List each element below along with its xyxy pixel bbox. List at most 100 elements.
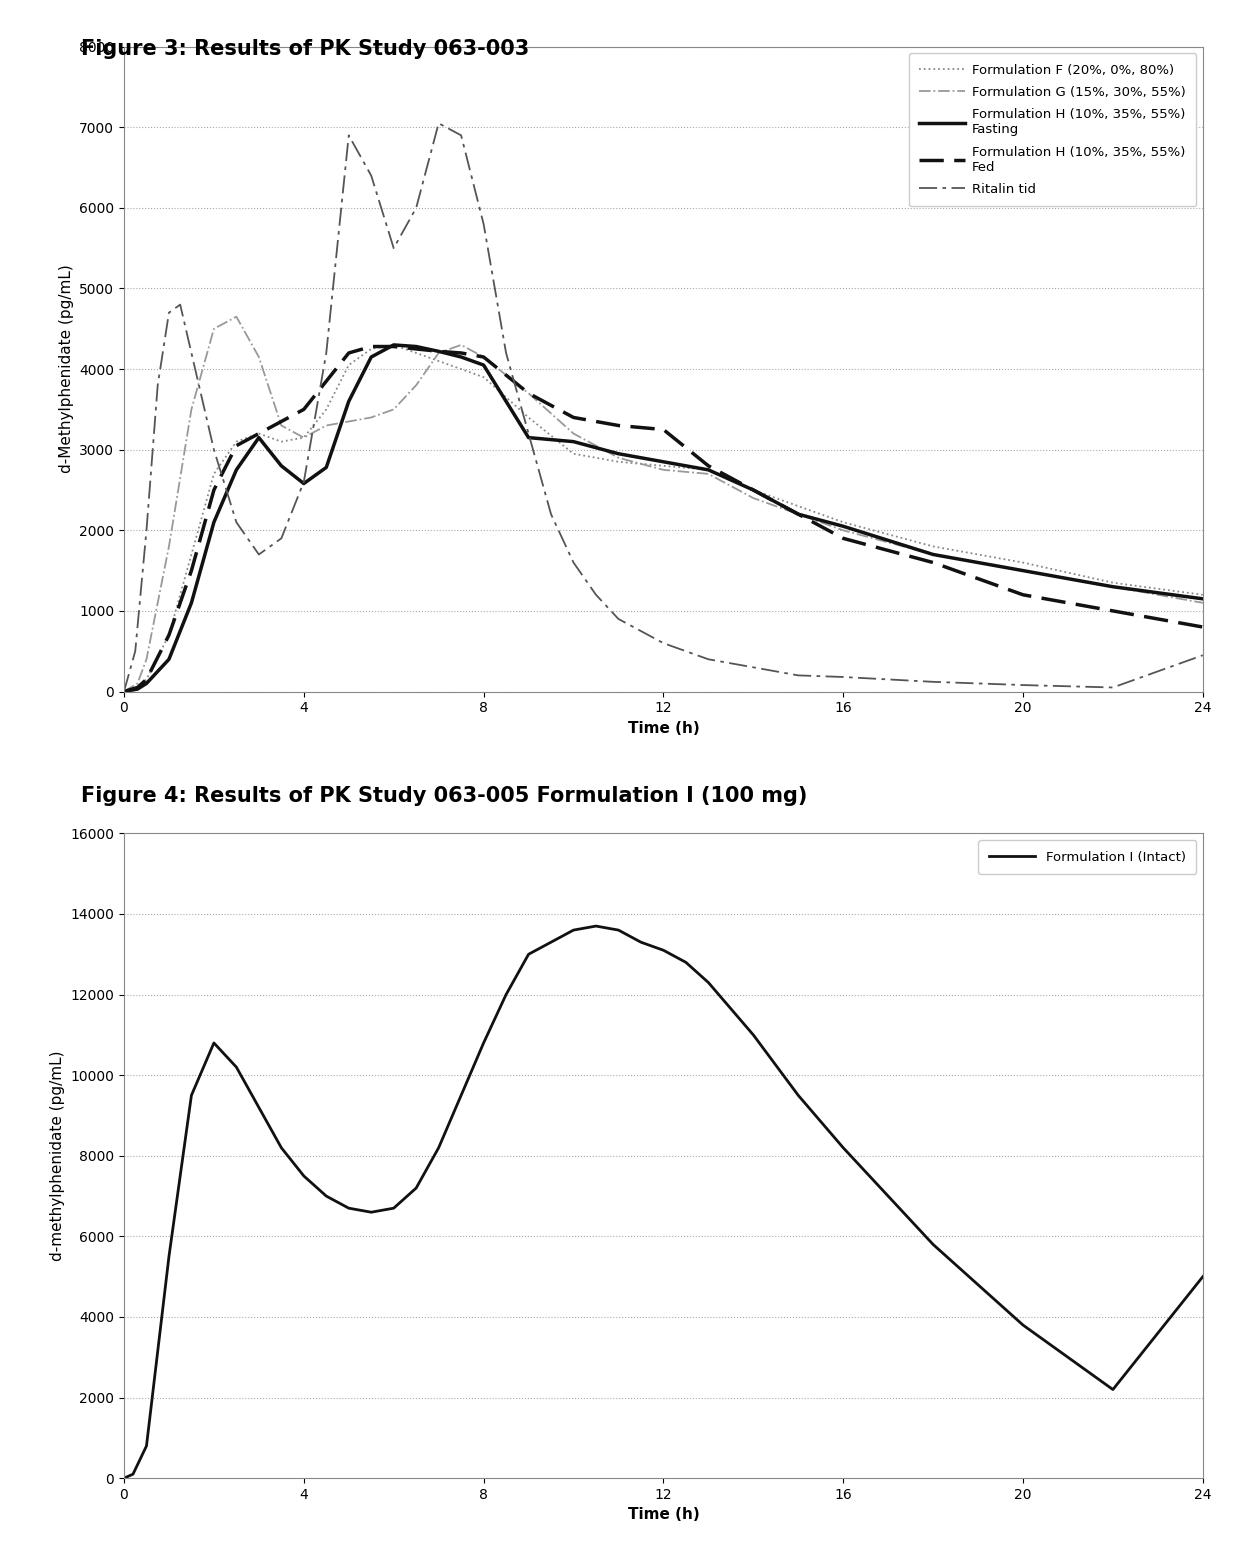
Formulation H (10%, 35%, 55%)
Fasting — [296, 475, 311, 493]
Formulation G (15%, 30%, 55%) — [409, 377, 424, 395]
Formulation H (10%, 35%, 55%)
Fed — [476, 347, 491, 366]
Ritalin tid — [229, 513, 244, 532]
Formulation I (Intact) — [791, 1086, 806, 1105]
Formulation F (20%, 0%, 80%) — [521, 408, 536, 426]
Ritalin tid — [1195, 646, 1210, 664]
Line: Formulation F (20%, 0%, 80%): Formulation F (20%, 0%, 80%) — [124, 345, 1203, 691]
Formulation I (Intact) — [745, 1025, 760, 1044]
Formulation F (20%, 0%, 80%) — [1195, 585, 1210, 604]
Ritalin tid — [565, 554, 580, 573]
Formulation I (Intact) — [161, 1248, 176, 1267]
Formulation F (20%, 0%, 80%) — [296, 428, 311, 447]
Ritalin tid — [745, 658, 760, 677]
Legend: Formulation I (Intact): Formulation I (Intact) — [978, 840, 1197, 874]
Formulation I (Intact) — [206, 1033, 221, 1052]
Formulation H (10%, 35%, 55%)
Fasting — [252, 428, 267, 447]
Formulation G (15%, 30%, 55%) — [387, 400, 402, 419]
Formulation H (10%, 35%, 55%)
Fasting — [521, 428, 536, 447]
Formulation G (15%, 30%, 55%) — [1105, 577, 1120, 596]
Formulation G (15%, 30%, 55%) — [319, 415, 334, 434]
Formulation F (20%, 0%, 80%) — [1016, 554, 1030, 573]
Formulation I (Intact) — [476, 1033, 491, 1052]
Text: Figure 3: Results of PK Study 063-003: Figure 3: Results of PK Study 063-003 — [81, 39, 528, 59]
Formulation F (20%, 0%, 80%) — [206, 465, 221, 484]
Ritalin tid — [454, 126, 469, 145]
Formulation H (10%, 35%, 55%)
Fed — [130, 678, 145, 697]
Formulation H (10%, 35%, 55%)
Fed — [409, 339, 424, 358]
Formulation I (Intact) — [319, 1187, 334, 1206]
Formulation I (Intact) — [296, 1167, 311, 1186]
Formulation H (10%, 35%, 55%)
Fed — [1105, 602, 1120, 621]
Formulation H (10%, 35%, 55%)
Fed — [521, 384, 536, 403]
Formulation H (10%, 35%, 55%)
Fasting — [139, 674, 154, 692]
Text: Figure 4: Results of PK Study 063-005 Formulation I (100 mg): Figure 4: Results of PK Study 063-005 Fo… — [81, 786, 807, 806]
Formulation F (20%, 0%, 80%) — [454, 359, 469, 378]
Formulation I (Intact) — [274, 1139, 289, 1158]
X-axis label: Time (h): Time (h) — [627, 1508, 699, 1522]
Formulation H (10%, 35%, 55%)
Fed — [206, 481, 221, 499]
Formulation H (10%, 35%, 55%)
Fasting — [476, 356, 491, 375]
Ritalin tid — [521, 425, 536, 443]
Formulation F (20%, 0%, 80%) — [363, 339, 378, 358]
Formulation G (15%, 30%, 55%) — [611, 448, 626, 467]
Formulation H (10%, 35%, 55%)
Fasting — [1195, 590, 1210, 608]
Formulation H (10%, 35%, 55%)
Fed — [925, 554, 940, 573]
Formulation H (10%, 35%, 55%)
Fasting — [363, 347, 378, 366]
Ritalin tid — [363, 166, 378, 185]
Formulation H (10%, 35%, 55%)
Fasting — [611, 445, 626, 464]
Formulation I (Intact) — [409, 1179, 424, 1198]
Formulation H (10%, 35%, 55%)
Fed — [296, 400, 311, 419]
Ritalin tid — [409, 199, 424, 218]
Formulation H (10%, 35%, 55%)
Fasting — [387, 336, 402, 355]
Formulation H (10%, 35%, 55%)
Fed — [117, 682, 131, 700]
Formulation H (10%, 35%, 55%)
Fasting — [161, 650, 176, 669]
Formulation F (20%, 0%, 80%) — [565, 445, 580, 464]
Formulation H (10%, 35%, 55%)
Fed — [139, 671, 154, 689]
Formulation F (20%, 0%, 80%) — [836, 513, 851, 532]
Formulation H (10%, 35%, 55%)
Fasting — [1016, 562, 1030, 580]
Formulation H (10%, 35%, 55%)
Fasting — [409, 338, 424, 356]
Formulation H (10%, 35%, 55%)
Fasting — [454, 347, 469, 366]
Formulation I (Intact) — [229, 1058, 244, 1077]
Formulation H (10%, 35%, 55%)
Fasting — [1105, 577, 1120, 596]
Ritalin tid — [589, 585, 604, 604]
Formulation H (10%, 35%, 55%)
Fasting — [229, 461, 244, 479]
Formulation I (Intact) — [498, 985, 513, 1004]
Formulation F (20%, 0%, 80%) — [1105, 573, 1120, 591]
Formulation H (10%, 35%, 55%)
Fed — [1016, 585, 1030, 604]
Formulation H (10%, 35%, 55%)
Fasting — [791, 504, 806, 523]
Formulation I (Intact) — [1016, 1316, 1030, 1335]
Formulation G (15%, 30%, 55%) — [229, 308, 244, 327]
Formulation I (Intact) — [454, 1086, 469, 1105]
Formulation H (10%, 35%, 55%)
Fed — [791, 504, 806, 523]
Formulation I (Intact) — [701, 972, 715, 991]
Formulation G (15%, 30%, 55%) — [521, 384, 536, 403]
Formulation F (20%, 0%, 80%) — [341, 356, 356, 375]
Formulation F (20%, 0%, 80%) — [161, 626, 176, 644]
Formulation G (15%, 30%, 55%) — [701, 465, 715, 484]
Formulation H (10%, 35%, 55%)
Fasting — [701, 461, 715, 479]
Formulation H (10%, 35%, 55%)
Fasting — [565, 433, 580, 451]
Formulation G (15%, 30%, 55%) — [1016, 562, 1030, 580]
Formulation I (Intact) — [139, 1436, 154, 1455]
Formulation I (Intact) — [565, 921, 580, 940]
Formulation G (15%, 30%, 55%) — [252, 347, 267, 366]
Formulation G (15%, 30%, 55%) — [139, 650, 154, 669]
Ritalin tid — [1105, 678, 1120, 697]
Formulation F (20%, 0%, 80%) — [130, 678, 145, 697]
Formulation H (10%, 35%, 55%)
Fed — [565, 408, 580, 426]
Formulation F (20%, 0%, 80%) — [701, 461, 715, 479]
Ritalin tid — [656, 633, 671, 652]
Formulation I (Intact) — [117, 1469, 131, 1488]
Formulation G (15%, 30%, 55%) — [341, 412, 356, 431]
Formulation H (10%, 35%, 55%)
Fed — [701, 456, 715, 475]
Formulation F (20%, 0%, 80%) — [274, 433, 289, 451]
Ritalin tid — [172, 296, 187, 314]
Ritalin tid — [387, 240, 402, 258]
Formulation H (10%, 35%, 55%)
Fasting — [319, 457, 334, 476]
Formulation I (Intact) — [589, 916, 604, 935]
Formulation I (Intact) — [432, 1139, 446, 1158]
Ritalin tid — [611, 610, 626, 629]
Formulation F (20%, 0%, 80%) — [229, 433, 244, 451]
Line: Formulation H (10%, 35%, 55%)
Fed: Formulation H (10%, 35%, 55%) Fed — [124, 347, 1203, 691]
